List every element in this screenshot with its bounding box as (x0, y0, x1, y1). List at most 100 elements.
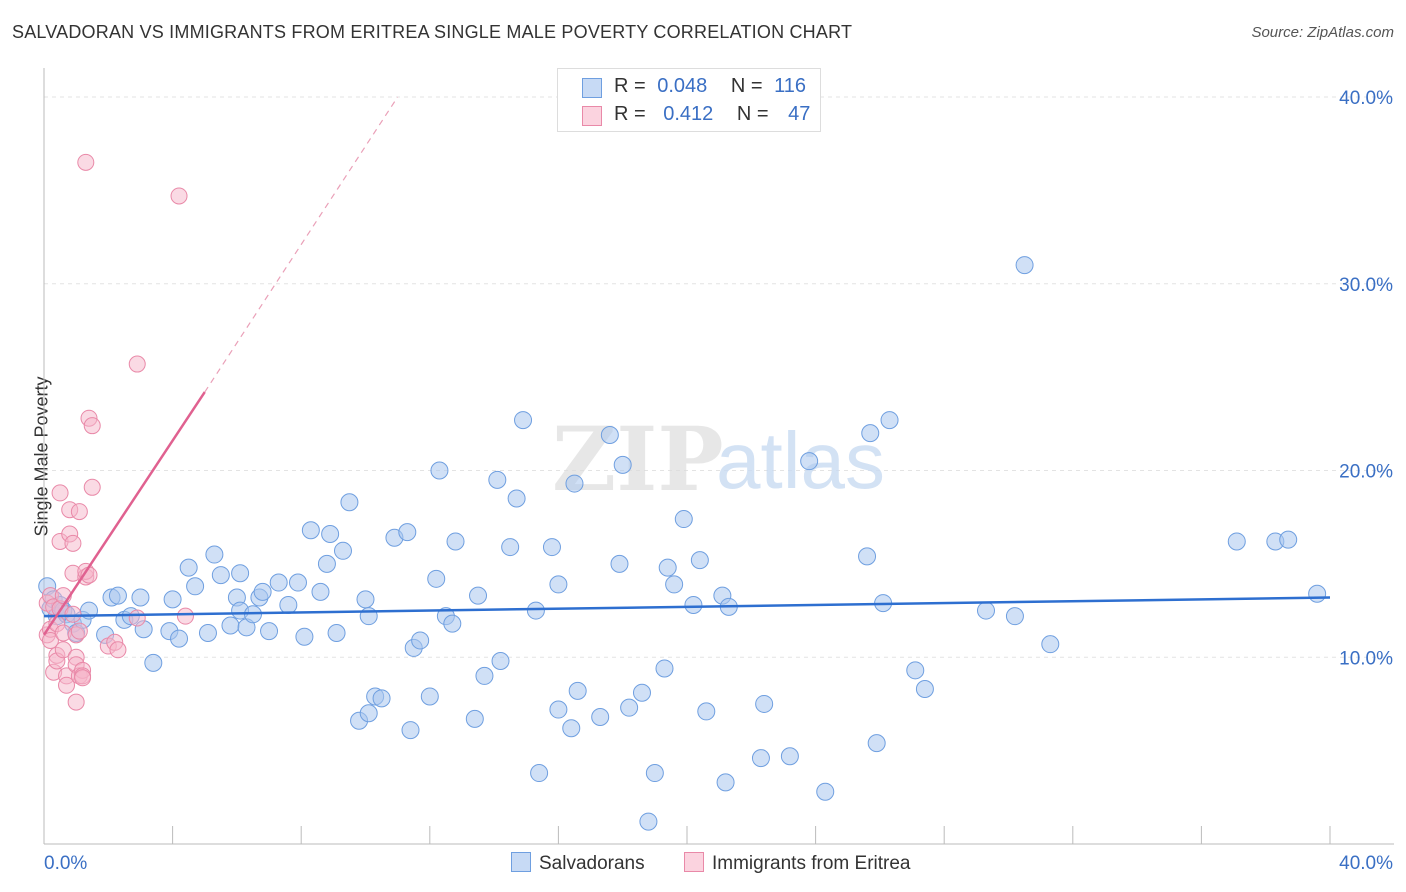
eritrea-point (109, 641, 127, 659)
eritrea-trend-line (42, 391, 206, 636)
eritrea-trend-extension (204, 96, 399, 393)
salvadoran-point (475, 666, 494, 685)
legend-r-value: 0.412 (663, 103, 714, 125)
salvadoran-point (491, 651, 510, 670)
salvadoran-point (632, 683, 651, 702)
salvadoran-point (858, 547, 877, 566)
eritrea-point (83, 478, 101, 496)
salvadoran-point (317, 554, 336, 573)
salvadoran-point (488, 470, 507, 489)
salvadoran-point (800, 452, 819, 471)
salvadoran-point (658, 558, 677, 577)
salvadoran-point (253, 582, 272, 601)
legend-row-salvadorans: R = 0.048 N = 116 (582, 75, 807, 98)
eritrea-point (70, 503, 88, 521)
salvadoran-point (565, 474, 584, 493)
eritrea-point (64, 605, 82, 623)
salvadoran-point (469, 586, 488, 605)
salvadoran-point (591, 708, 610, 727)
eritrea-point (83, 417, 101, 435)
bottom-legend-swatch (684, 852, 704, 872)
salvadoran-point (915, 679, 934, 698)
eritrea-point (170, 187, 188, 205)
correlation-legend: R = 0.048 N = 116 R = 0.412 N = 47 (557, 68, 821, 132)
salvadoran-point (311, 582, 330, 601)
legend-n-value: 47 (788, 103, 811, 125)
salvadoran-point (568, 681, 587, 700)
y-tick-label: 30.0% (1339, 275, 1393, 296)
salvadoran-point (526, 601, 545, 620)
chart-source: Source: ZipAtlas.com (1251, 24, 1394, 41)
salvadoran-point (144, 653, 163, 672)
salvadoran-point (507, 489, 526, 508)
salvadoran-point (465, 709, 484, 728)
salvadoran-point (260, 622, 279, 641)
salvadoran-point (549, 700, 568, 719)
salvadoran-point (1005, 607, 1024, 626)
legend-row-eritrea: R = 0.412 N = 47 (582, 103, 811, 126)
salvadoran-point (514, 411, 533, 430)
watermark-zip: ZIP (552, 407, 724, 511)
salvadoran-point (356, 590, 375, 609)
eritrea-point (67, 693, 85, 711)
salvadoran-point (861, 424, 880, 443)
eritrea-point (51, 484, 69, 502)
salvadoran-point (420, 687, 439, 706)
eritrea-point (74, 669, 92, 687)
legend-r-label: R = (614, 75, 646, 97)
salvadoran-point (170, 629, 189, 648)
salvadoran-point (780, 747, 799, 766)
salvadoran-point (1279, 530, 1298, 549)
salvadoran-point (179, 558, 198, 577)
salvadoran-point (430, 461, 449, 480)
salvadoran-point (690, 551, 709, 570)
y-tick-label: 20.0% (1339, 462, 1393, 483)
eritrea-point (54, 641, 72, 659)
salvadoran-point (1015, 256, 1034, 275)
chart-title: SALVADORAN VS IMMIGRANTS FROM ERITREA SI… (12, 22, 853, 42)
salvadoran-point (976, 601, 995, 620)
salvadoran-point (411, 631, 430, 650)
salvadoran-point (542, 538, 561, 557)
legend-n-label: N = (736, 103, 769, 125)
salvadoran-trend-line (43, 596, 1331, 618)
legend-n-value: 116 (774, 75, 807, 97)
x-tick-label: 0.0% (44, 853, 87, 874)
salvadoran-point (906, 661, 925, 680)
eritrea-point (176, 607, 194, 625)
salvadoran-point (321, 524, 340, 543)
salvadoran-point (1041, 635, 1060, 654)
eritrea-point (70, 622, 88, 640)
bottom-legend-eritrea: Immigrants from Eritrea (684, 852, 910, 875)
salvadoran-point (231, 564, 250, 583)
legend-r-value: 0.048 (657, 75, 708, 97)
salvadoran-point (295, 627, 314, 646)
salvadoran-point (755, 694, 774, 713)
salvadoran-point (443, 614, 462, 633)
bottom-legend-salvadorans: Salvadorans (511, 852, 645, 875)
salvadoran-point (340, 493, 359, 512)
salvadoran-point (645, 764, 664, 783)
salvadoran-point (655, 659, 674, 678)
legend-swatch-salvadorans (582, 78, 602, 98)
salvadoran-point (269, 573, 288, 592)
y-tick-label: 10.0% (1339, 648, 1393, 669)
salvadoran-point (613, 455, 632, 474)
y-tick-label: 40.0% (1339, 88, 1393, 109)
salvadoran-point (372, 689, 391, 708)
salvadoran-point (333, 541, 352, 560)
salvadoran-point (620, 698, 639, 717)
salvadoran-point (205, 545, 224, 564)
salvadoran-point (674, 510, 693, 529)
salvadoran-point (1227, 532, 1246, 551)
salvadoran-point (610, 554, 629, 573)
salvadoran-point (108, 586, 127, 605)
x-tick-label: 40.0% (1339, 853, 1393, 874)
eritrea-point (41, 631, 59, 649)
salvadoran-point (867, 734, 886, 753)
salvadoran-point (880, 411, 899, 430)
salvadoran-point (398, 523, 417, 542)
eritrea-point (64, 534, 82, 552)
salvadoran-point (562, 719, 581, 738)
eritrea-point (77, 153, 95, 171)
